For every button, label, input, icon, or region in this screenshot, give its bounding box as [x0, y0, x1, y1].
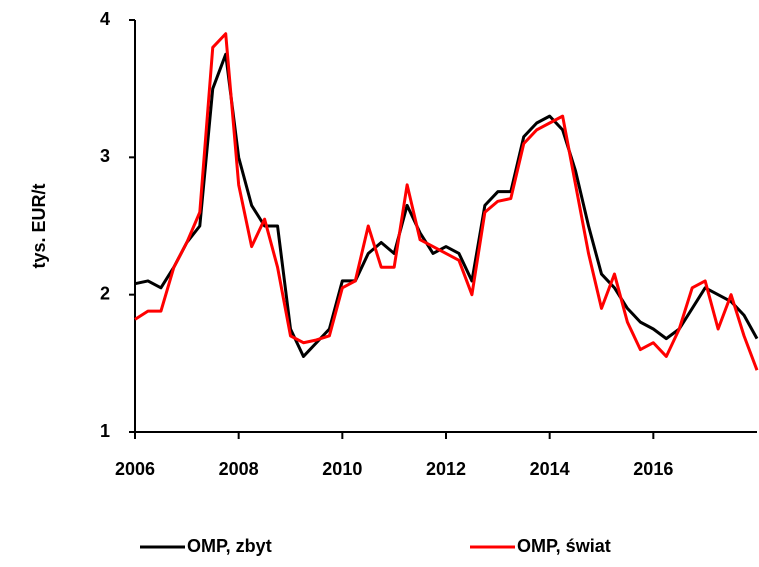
x-tick-label: 2006 [115, 459, 155, 479]
y-tick-label: 1 [100, 421, 110, 441]
y-tick-label: 3 [100, 146, 110, 166]
x-tick-label: 2008 [219, 459, 259, 479]
legend-label: OMP, zbyt [187, 536, 272, 556]
x-tick-label: 2012 [426, 459, 466, 479]
x-tick-label: 2014 [530, 459, 570, 479]
y-axis-label: tys. EUR/t [29, 183, 49, 268]
series-line [134, 52, 759, 358]
x-tick-label: 2010 [322, 459, 362, 479]
y-tick-label: 4 [100, 9, 110, 29]
x-tick-label: 2016 [633, 459, 673, 479]
legend-label: OMP, świat [517, 536, 611, 556]
series-line [134, 32, 759, 371]
y-tick-label: 2 [100, 283, 110, 303]
